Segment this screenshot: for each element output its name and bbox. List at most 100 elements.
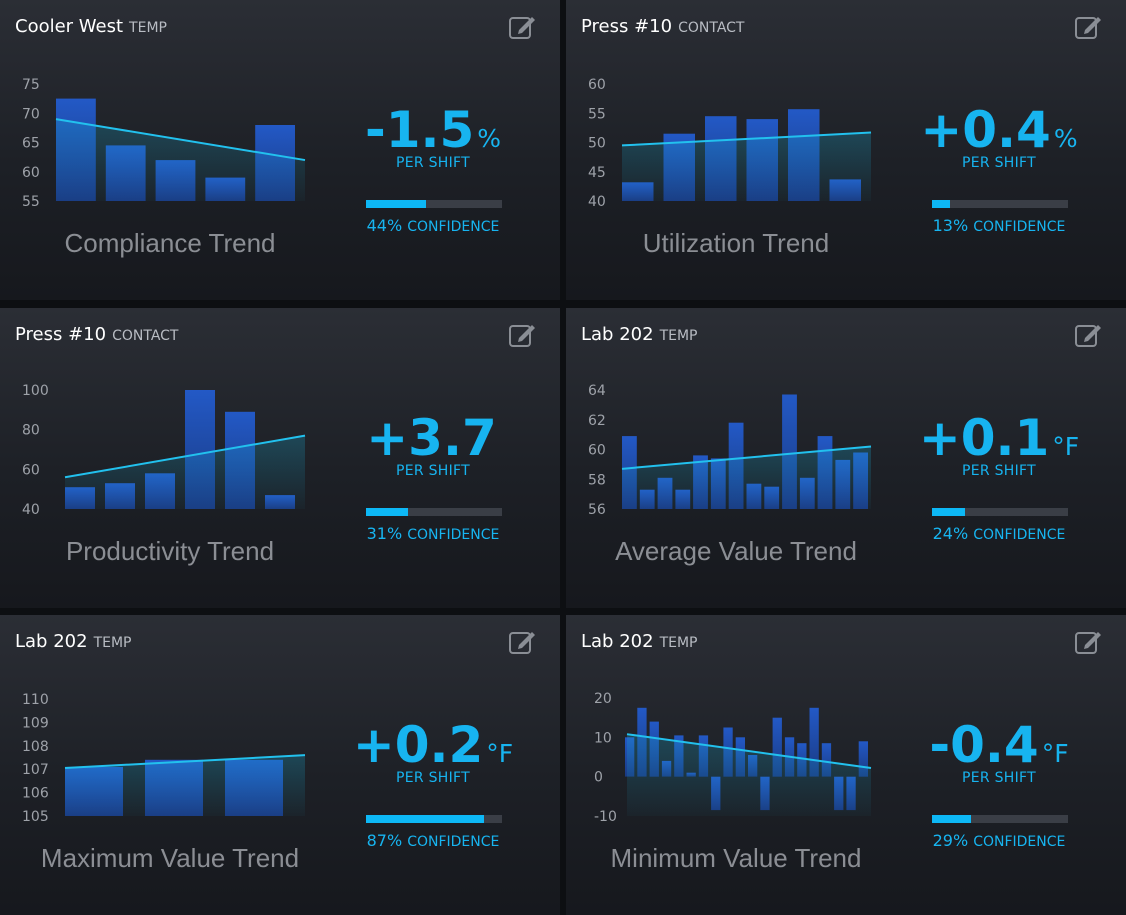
y-tick-label: 40 (588, 194, 606, 210)
device-type: TEMP (659, 635, 698, 651)
trend-chart: 100 80 60 40 (22, 383, 306, 518)
device-type: CONTACT (678, 20, 745, 36)
metric-period: PER SHIFT (961, 463, 1037, 479)
device-name: Press #10 (15, 324, 107, 345)
metric-period: PER SHIFT (961, 155, 1037, 171)
trend-area (56, 119, 305, 201)
trend-chart: 60 55 50 45 40 (588, 77, 872, 210)
edit-icon[interactable] (508, 13, 538, 41)
trend-area (622, 446, 871, 509)
metric-value: -0.4 (929, 716, 1039, 774)
confidence-percent: 24% (932, 524, 969, 543)
trend-chart: 20 10 0 -10 (594, 691, 872, 825)
trend-line (64, 434, 306, 479)
confidence-bar (932, 815, 1068, 823)
trend-area (65, 435, 305, 509)
edit-icon[interactable] (508, 321, 538, 349)
confidence-percent: 13% (932, 216, 969, 235)
trend-chart: 64 62 60 58 56 (588, 383, 872, 518)
y-tick-label: 75 (22, 77, 40, 93)
trend-line (621, 131, 872, 147)
confidence-bar (366, 200, 502, 208)
trend-label: Compliance Trend (64, 228, 276, 258)
card-title: Press #10 CONTACT (15, 324, 178, 345)
trend-area (622, 132, 871, 201)
trend-line (55, 118, 306, 162)
metric-panel: +3.7 PER SHIFT 31% CONFIDENCE (338, 408, 528, 558)
y-tick-label: 64 (588, 383, 606, 399)
device-type: CONTACT (112, 328, 179, 344)
y-tick-label: 40 (22, 502, 40, 518)
y-tick-label: 55 (588, 106, 606, 122)
y-tick-label: 106 (22, 786, 49, 802)
edit-icon[interactable] (508, 628, 538, 656)
bar (772, 717, 782, 777)
metric-value: +0.2 (352, 716, 484, 774)
card-press-10-productivity: Press #10 CONTACT 100 80 60 40 Productivity … (0, 308, 560, 608)
metric-panel: -1.5% PER SHIFT 44% CONFIDENCE (338, 100, 528, 250)
confidence-fill (932, 815, 972, 823)
card-title: Lab 202 TEMP (581, 631, 697, 652)
y-tick-label: 56 (588, 502, 606, 518)
confidence-fill (932, 508, 965, 516)
metric-unit: % (477, 124, 502, 153)
device-type: TEMP (93, 635, 132, 651)
metric-period: PER SHIFT (395, 463, 471, 479)
y-tick-label: 60 (588, 443, 606, 459)
trend-chart: 110 109 108 107 106 105 (22, 692, 306, 825)
confidence-bar (366, 508, 502, 516)
trend-line (626, 733, 872, 770)
confidence-fill (932, 200, 950, 208)
bar (809, 707, 819, 777)
device-name: Lab 202 (581, 631, 654, 652)
card-lab-202-maximum: Lab 202 TEMP 110 109 108 107 106 105 Maximum V… (0, 615, 560, 915)
y-tick-label: 45 (588, 165, 606, 181)
trend-label: Utilization Trend (642, 228, 830, 258)
confidence-percent: 44% (366, 216, 403, 235)
y-tick-label: 110 (22, 692, 49, 708)
confidence-label: CONFIDENCE (973, 527, 1066, 543)
trend-line (621, 445, 872, 470)
card-title: Cooler West TEMP (15, 16, 167, 37)
y-tick-label: 20 (594, 691, 612, 707)
y-tick-label: 105 (22, 809, 49, 825)
metric-unit: °F (486, 739, 514, 768)
metric-panel: +0.1 °F PER SHIFT 24% CONFIDENCE (904, 408, 1094, 558)
metric-panel: +0.4% PER SHIFT 13% CONFIDENCE (904, 100, 1094, 250)
confidence-label: CONFIDENCE (407, 834, 500, 850)
card-title: Press #10 CONTACT (581, 16, 744, 37)
y-tick-label: 108 (22, 739, 49, 755)
y-tick-label: 100 (22, 383, 49, 399)
y-tick-label: 55 (22, 194, 40, 210)
y-tick-label: 109 (22, 715, 49, 731)
confidence-label: CONFIDENCE (973, 834, 1066, 850)
edit-icon[interactable] (1074, 13, 1104, 41)
y-tick-label: 58 (588, 472, 606, 488)
trend-area (627, 734, 871, 816)
confidence-percent: 29% (932, 831, 969, 850)
trend-label: Productivity Trend (65, 536, 275, 566)
confidence-bar (932, 200, 1068, 208)
y-tick-label: 10 (594, 730, 612, 746)
y-tick-label: 60 (588, 77, 606, 93)
device-name: Lab 202 (15, 631, 88, 652)
y-tick-label: 50 (588, 136, 606, 152)
confidence-label: CONFIDENCE (973, 219, 1066, 235)
y-tick-label: 107 (22, 762, 49, 778)
y-tick-label: 60 (22, 462, 40, 478)
edit-icon[interactable] (1074, 321, 1104, 349)
metric-value: -1.5 (364, 101, 475, 159)
device-type: TEMP (659, 328, 698, 344)
trend-label: Maximum Value Trend (40, 843, 300, 873)
device-name: Lab 202 (581, 324, 654, 345)
confidence-fill (366, 815, 485, 823)
metric-unit: °F (1041, 739, 1069, 768)
trend-line (64, 754, 306, 770)
bar (821, 743, 832, 777)
card-title: Lab 202 TEMP (15, 631, 131, 652)
trend-label: Minimum Value Trend (610, 843, 862, 873)
card-title: Lab 202 TEMP (581, 324, 697, 345)
trend-area (65, 755, 305, 816)
edit-icon[interactable] (1074, 628, 1104, 656)
confidence-bar (366, 815, 502, 823)
